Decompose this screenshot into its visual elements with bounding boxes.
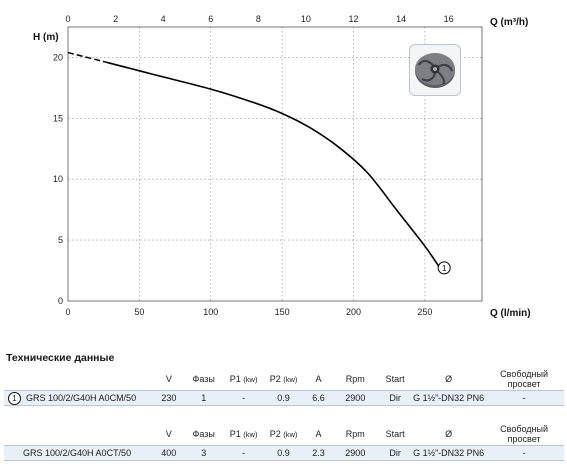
phases-cell: 1: [183, 390, 224, 406]
impeller-image: [409, 44, 461, 96]
col-amps: A: [315, 374, 322, 384]
col-p1: P1 (kw): [229, 374, 258, 384]
col-amps: A: [315, 429, 322, 439]
amps-cell: 2.3: [303, 445, 334, 461]
x-top-tick-label: 8: [256, 14, 261, 24]
spec-header-row: V Фазы P1 (kw) P2 (kw) A Rpm Start Ø Сво…: [4, 423, 564, 446]
diameter-cell: G 1½”-DN32 PN6: [413, 390, 485, 406]
impeller-icon: [415, 53, 455, 88]
p2-cell: 0.9: [263, 445, 304, 461]
plot-frame: [67, 26, 483, 302]
x-top-tick-label: 10: [301, 14, 311, 24]
curve-marker-label: 1: [442, 264, 447, 273]
x-bottom-tick-label: 250: [417, 307, 432, 317]
x-top-axis-title: Q (m³/h): [490, 17, 528, 28]
x-bottom-tick-label: 150: [275, 307, 290, 317]
rpm-cell: 2900: [333, 445, 378, 461]
y-axis-title: H (m): [33, 32, 59, 43]
col-p1: P1 (kw): [229, 429, 258, 439]
diameter-cell: G 1½”-DN32 PN6: [413, 445, 485, 461]
start-cell: Dir: [377, 445, 414, 461]
col-rpm: Rpm: [345, 374, 365, 384]
col-p2: P2 (kw): [269, 429, 298, 439]
p2-cell: 0.9: [263, 390, 304, 406]
curve-layer: 1: [67, 51, 451, 275]
start-cell: Dir: [377, 390, 414, 406]
rpm-cell: 2900: [333, 390, 378, 406]
col-p2: P2 (kw): [269, 374, 298, 384]
y-tick-label: 5: [58, 235, 63, 245]
x-top-tick-label: 2: [113, 14, 118, 24]
y-tick-label: 10: [53, 174, 63, 184]
col-phases: Фазы: [192, 429, 215, 439]
pump-curve-dashed-segment: [67, 51, 107, 64]
passage-cell: -: [484, 445, 564, 461]
col-diameter: Ø: [445, 374, 453, 384]
x-bottom-axis-title: Q (l/min): [490, 308, 531, 319]
x-top-tick-label: 0: [65, 14, 70, 24]
model-cell: GRS 100/2/G40H A0CT/50: [4, 445, 154, 461]
table-row: GRS 100/2/G40H A0CT/50 400 3 - 0.9 2.3 2…: [4, 445, 564, 461]
x-bottom-tick-label: 100: [203, 307, 218, 317]
table-row: 1 GRS 100/2/G40H A0CM/50 230 1 - 0.9 6.6…: [4, 390, 564, 406]
y-tick-label: 15: [53, 113, 63, 123]
curve-number-badge: 1: [8, 391, 21, 405]
amps-cell: 6.6: [303, 390, 334, 406]
x-bottom-tick-label: 0: [65, 307, 70, 317]
tick-labels: 0 50 100 150 200 250 0 2 4 6 8 10 12 14 16 0 5 10 15 20: [53, 14, 454, 317]
col-passage: Свободный просвет: [500, 424, 549, 444]
x-bottom-tick-label: 50: [134, 307, 144, 317]
p1-cell: -: [223, 390, 264, 406]
x-bottom-tick-label: 200: [346, 307, 361, 317]
spec-table-2: V Фазы P1 (kw) P2 (kw) A Rpm Start Ø Сво…: [4, 423, 564, 461]
voltage-cell: 230: [153, 390, 184, 406]
x-top-tick-label: 14: [396, 14, 406, 24]
model-cell: 1 GRS 100/2/G40H A0CM/50: [4, 390, 154, 406]
col-start: Start: [385, 429, 405, 439]
curve-marker: [437, 261, 451, 275]
col-phases: Фазы: [192, 374, 215, 384]
col-voltage: V: [165, 429, 172, 439]
col-rpm: Rpm: [345, 429, 365, 439]
col-start: Start: [385, 374, 405, 384]
passage-cell: -: [484, 390, 564, 406]
col-passage: Свободный просвет: [500, 369, 549, 389]
spec-table-1: V Фазы P1 (kw) P2 (kw) A Rpm Start Ø Сво…: [4, 368, 564, 406]
spec-header-row: V Фазы P1 (kw) P2 (kw) A Rpm Start Ø Сво…: [4, 368, 564, 391]
y-tick-label: 0: [58, 296, 63, 306]
grid: [68, 27, 482, 301]
pump-curve-chart: 0 50 100 150 200 250 0 2 4 6 8 10 12 14 16 0 5 10 15 20 H (…: [33, 14, 531, 319]
col-voltage: V: [165, 374, 172, 384]
voltage-cell: 400: [153, 445, 184, 461]
x-top-tick-label: 4: [161, 14, 166, 24]
x-top-tick-label: 12: [349, 14, 359, 24]
x-top-tick-label: 16: [444, 14, 454, 24]
x-top-tick-label: 6: [208, 14, 213, 24]
y-tick-label: 20: [53, 52, 63, 62]
pump-curve-line: [106, 61, 440, 268]
specs-title: Технические данные: [6, 352, 115, 364]
col-diameter: Ø: [445, 429, 453, 439]
phases-cell: 3: [183, 445, 224, 461]
p1-cell: -: [223, 445, 264, 461]
